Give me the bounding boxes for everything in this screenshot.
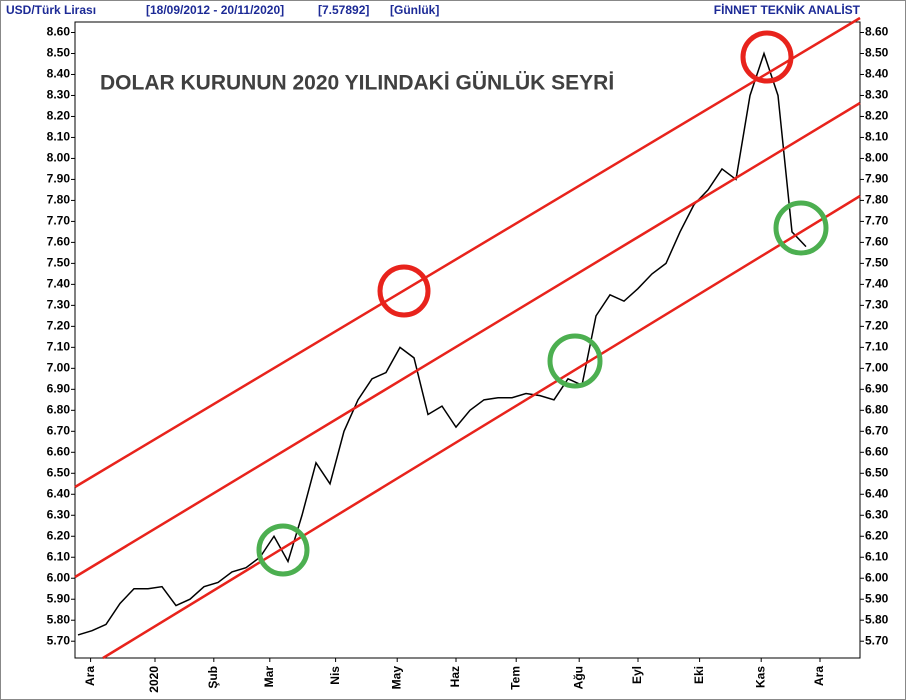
x-tick-label: Ara	[812, 666, 826, 686]
plot: 5.70 5.70 5.80 5.80 5.90 5.90 6.00 6.00 6.10 6.10…	[47, 25, 889, 693]
y-tick-label: 6.80	[47, 402, 71, 416]
y-tick-label: 6.90	[47, 381, 71, 395]
y-tick-label: 7.80	[865, 193, 889, 207]
chart-title: DOLAR KURUNUN 2020 YILINDAKİ GÜNLÜK SEYR…	[100, 72, 614, 95]
x-tick-label: Ağu	[571, 666, 585, 689]
x-tick-label: Mar	[262, 666, 276, 688]
circle-top	[740, 30, 794, 84]
y-tick-label: 8.50	[47, 46, 71, 60]
y-tick-label: 8.60	[47, 25, 71, 39]
y-tick-label: 6.60	[47, 444, 71, 458]
channel	[74, 16, 861, 660]
y-tick-label: 5.80	[47, 612, 71, 626]
y-tick-label: 6.00	[47, 570, 71, 584]
highlights	[256, 30, 829, 577]
header-last: [7.57892]	[318, 3, 369, 17]
x-tick-label: Kas	[753, 666, 767, 688]
y-tick-label: 5.80	[865, 612, 889, 626]
y-tick-label: 7.50	[47, 256, 71, 270]
y-tick-label: 7.60	[47, 235, 71, 249]
header-brand: FİNNET TEKNİK ANALİST	[714, 2, 861, 17]
channel-middle	[74, 101, 861, 579]
circle-bottom	[773, 200, 829, 256]
circle-top	[377, 264, 431, 318]
y-tick-label: 7.90	[865, 172, 889, 186]
y-tick-label: 6.70	[865, 423, 889, 437]
y-tick-label: 6.30	[865, 507, 889, 521]
x-tick-label: Tem	[508, 666, 522, 690]
circle-bottom	[547, 333, 603, 389]
y-tick-label: 5.70	[865, 633, 889, 647]
y-tick-label: 6.90	[865, 381, 889, 395]
y-tick-label: 6.40	[865, 486, 889, 500]
y-tick-label: 5.90	[47, 591, 71, 605]
x-tick-label: May	[389, 666, 403, 690]
y-tick-label: 7.70	[47, 214, 71, 228]
x-tick-label: Haz	[448, 666, 462, 687]
channel-lower	[102, 194, 861, 660]
channel-upper	[74, 16, 861, 489]
y-tick-label: 6.20	[47, 528, 71, 542]
y-tick-label: 7.60	[865, 235, 889, 249]
y-tick-label: 7.40	[865, 277, 889, 291]
price-line	[77, 51, 807, 636]
x-tick-label: Eyl	[630, 666, 644, 684]
y-tick-label: 6.50	[865, 465, 889, 479]
y-tick-label: 7.90	[47, 172, 71, 186]
y-tick-label: 8.20	[865, 109, 889, 123]
y-tick-label: 8.30	[47, 88, 71, 102]
y-tick-label: 8.10	[47, 130, 71, 144]
x-tick-label: Ara	[83, 666, 97, 686]
x-tick-label: Nis	[328, 666, 342, 685]
y-tick-label: 8.20	[47, 109, 71, 123]
y-tick-label: 8.30	[865, 88, 889, 102]
y-tick-label: 8.00	[47, 151, 71, 165]
y-tick-label: 6.50	[47, 465, 71, 479]
y-tick-label: 8.40	[47, 67, 71, 81]
circle-bottom	[256, 523, 310, 577]
y-tick-label: 6.60	[865, 444, 889, 458]
y-tick-label: 8.40	[865, 67, 889, 81]
y-tick-label: 7.10	[865, 340, 889, 354]
y-tick-label: 7.00	[47, 361, 71, 375]
y-tick-label: 7.20	[865, 319, 889, 333]
y-tick-label: 6.00	[865, 570, 889, 584]
y-tick-label: 6.80	[865, 402, 889, 416]
header-symbol: USD/Türk Lirası	[6, 3, 96, 17]
header-period: [Günlük]	[390, 3, 439, 17]
y-tick-label: 6.70	[47, 423, 71, 437]
y-tick-label: 7.30	[47, 298, 71, 312]
y-tick-label: 7.20	[47, 319, 71, 333]
y-tick-label: 8.60	[865, 25, 889, 39]
y-tick-label: 7.40	[47, 277, 71, 291]
y-tick-label: 7.80	[47, 193, 71, 207]
y-tick-label: 6.30	[47, 507, 71, 521]
y-tick-label: 8.00	[865, 151, 889, 165]
header-range: [18/09/2012 - 20/11/2020]	[146, 3, 284, 17]
y-tick-label: 7.10	[47, 340, 71, 354]
y-tick-label: 6.20	[865, 528, 889, 542]
x-tick-label: Eki	[692, 666, 706, 684]
y-tick-label: 7.00	[865, 361, 889, 375]
y-tick-label: 8.10	[865, 130, 889, 144]
y-tick-label: 6.40	[47, 486, 71, 500]
x-tick-label: 2020	[147, 666, 161, 693]
y-tick-label: 7.70	[865, 214, 889, 228]
y-tick-label: 6.10	[47, 549, 71, 563]
y-tick-label: 7.30	[865, 298, 889, 312]
y-tick-label: 7.50	[865, 256, 889, 270]
y-tick-label: 5.70	[47, 633, 71, 647]
y-tick-label: 6.10	[865, 549, 889, 563]
y-tick-label: 8.50	[865, 46, 889, 60]
y-tick-label: 5.90	[865, 591, 889, 605]
x-tick-label: Şub	[206, 666, 220, 689]
